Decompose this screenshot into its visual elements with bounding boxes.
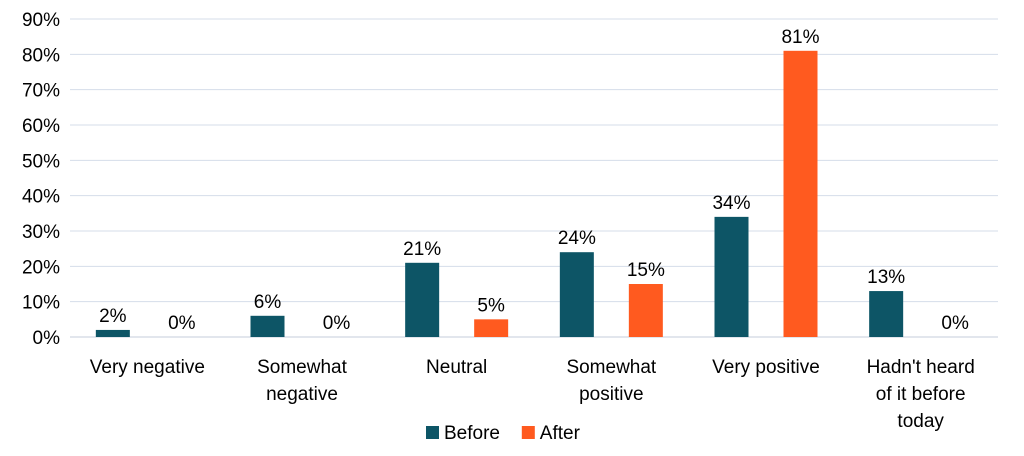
y-tick-label: 40% <box>22 187 60 208</box>
x-category-line: Neutral <box>426 357 487 378</box>
legend: Before After <box>426 423 581 444</box>
y-axis-ticks: 0% 10% 20% 30% 40% 50% 60% 70% 80% 90% <box>22 10 60 349</box>
x-category-line: Somewhat <box>257 357 347 378</box>
legend-swatch-before <box>426 426 439 439</box>
data-labels: 2% 0% 6% 0% 21% 5% 24% 15% 34% 81% 13% 0% <box>99 27 969 334</box>
data-label-before-1: 6% <box>254 292 282 313</box>
x-category-line: Somewhat <box>566 357 656 378</box>
y-tick-label: 20% <box>22 257 60 278</box>
data-label-before-2: 21% <box>403 239 441 260</box>
x-category-label-4: Very positive <box>712 357 820 378</box>
x-category-label-5: Hadn't heard of it before today <box>867 357 975 432</box>
x-category-line: Hadn't heard <box>867 357 975 378</box>
y-tick-label: 0% <box>33 328 61 349</box>
bar-after-4 <box>783 50 818 338</box>
data-label-before-4: 34% <box>712 193 750 214</box>
bar-before-1 <box>250 315 285 337</box>
x-category-label-0: Very negative <box>90 357 205 378</box>
bar-after-3 <box>628 284 663 337</box>
data-label-before-3: 24% <box>558 228 596 249</box>
data-label-after-3: 15% <box>627 260 665 281</box>
x-category-line: of it before <box>876 384 966 405</box>
x-category-label-3: Somewhat positive <box>566 357 656 405</box>
bar-before-4 <box>714 216 749 337</box>
y-tick-label: 50% <box>22 151 60 172</box>
y-tick-label: 90% <box>22 10 60 31</box>
y-tick-label: 60% <box>22 116 60 137</box>
bar-before-5 <box>869 291 904 337</box>
data-label-after-5: 0% <box>941 313 969 334</box>
bar-before-3 <box>559 252 594 337</box>
x-category-line: positive <box>579 384 643 405</box>
y-tick-label: 80% <box>22 45 60 66</box>
data-label-before-0: 2% <box>99 306 127 327</box>
y-tick-label: 10% <box>22 293 60 314</box>
x-category-line: negative <box>266 384 338 405</box>
grid-layer <box>70 18 998 338</box>
legend-label-after: After <box>540 423 581 444</box>
legend-swatch-after <box>521 426 535 439</box>
x-category-line: today <box>897 411 944 432</box>
y-tick-label: 30% <box>22 222 60 243</box>
data-label-after-2: 5% <box>477 295 505 316</box>
bar-after-2 <box>474 319 509 337</box>
x-category-label-1: Somewhat negative <box>257 357 347 405</box>
x-category-line: Very negative <box>90 357 205 378</box>
y-tick-label: 70% <box>22 81 60 102</box>
bar-before-0 <box>95 329 130 337</box>
bar-before-2 <box>405 262 440 337</box>
legend-label-before: Before <box>444 423 500 444</box>
x-category-line: Very positive <box>712 357 820 378</box>
data-label-after-0: 0% <box>168 313 196 334</box>
x-axis-categories: Very negative Somewhat negative Neutral Some… <box>90 357 975 432</box>
data-label-after-4: 81% <box>781 27 819 48</box>
bars <box>95 50 904 338</box>
data-label-after-1: 0% <box>323 313 351 334</box>
x-category-label-2: Neutral <box>426 357 487 378</box>
data-label-before-5: 13% <box>867 267 905 288</box>
